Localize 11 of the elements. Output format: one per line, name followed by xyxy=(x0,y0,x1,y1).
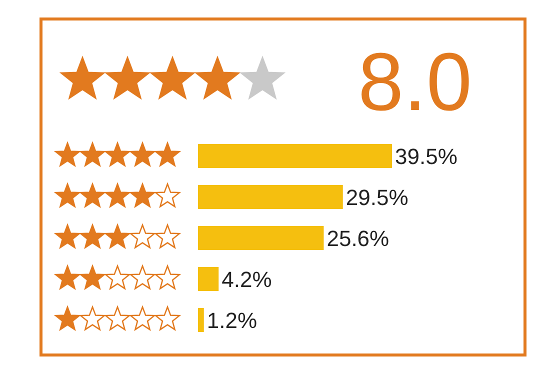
bar xyxy=(198,226,324,250)
data-label: 1.2% xyxy=(206,308,258,333)
data-label: 29.5% xyxy=(346,184,408,210)
data-label: 4.2% xyxy=(222,266,272,292)
data-label: 39.5% xyxy=(395,144,458,169)
data-label: 25.6% xyxy=(326,226,390,251)
text: 8.0 xyxy=(358,37,472,128)
bar xyxy=(198,144,392,168)
bar xyxy=(198,308,204,332)
bar xyxy=(198,185,343,209)
bar xyxy=(198,267,219,291)
